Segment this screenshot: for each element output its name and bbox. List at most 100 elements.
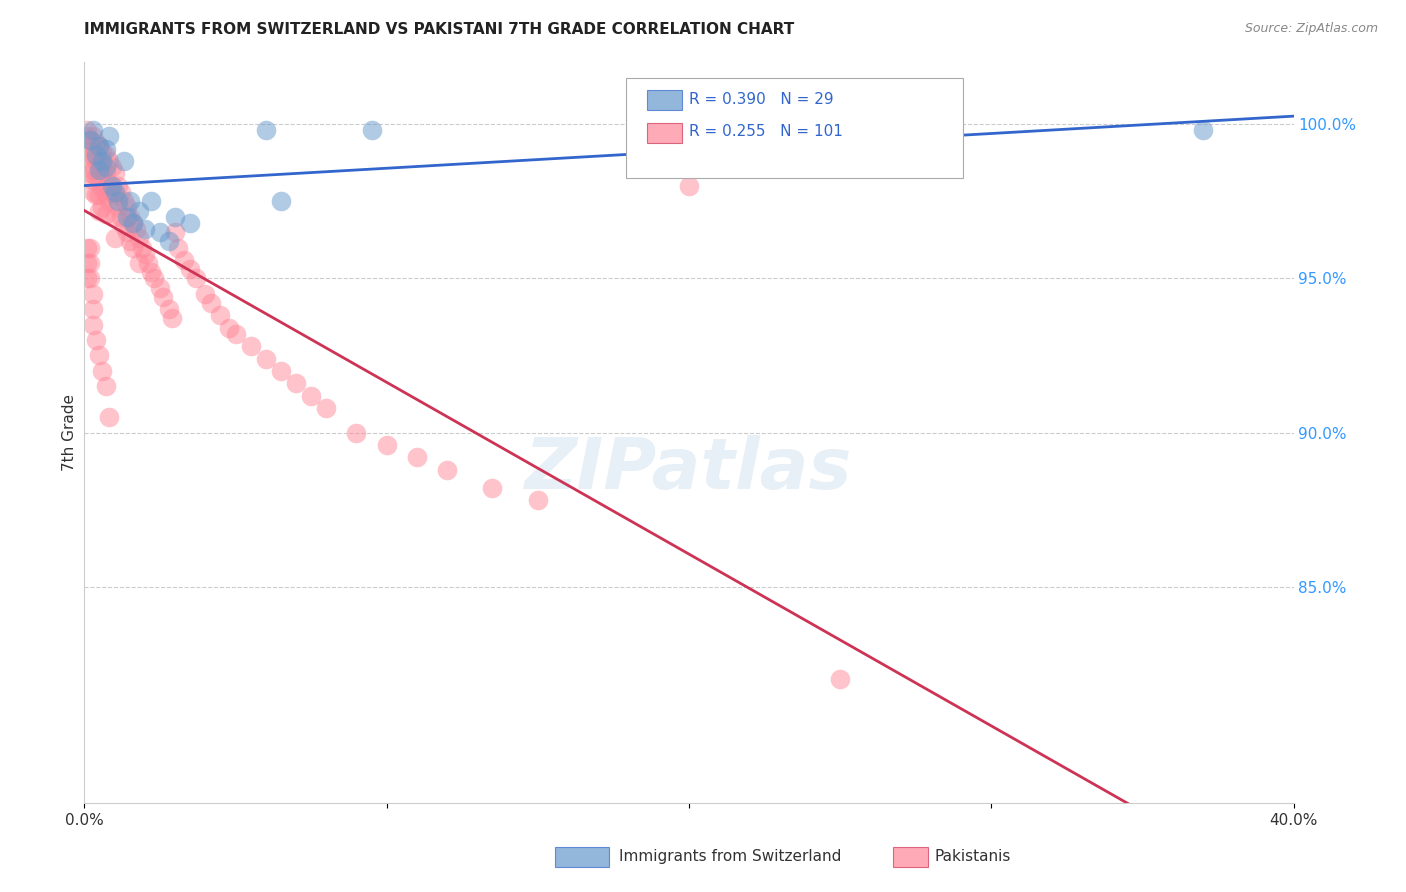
Point xyxy=(82,129,104,144)
Point xyxy=(86,148,108,162)
Point xyxy=(76,129,98,144)
Text: Immigrants from Switzerland: Immigrants from Switzerland xyxy=(619,849,841,863)
Point xyxy=(128,256,150,270)
Point xyxy=(82,172,104,186)
Point xyxy=(179,216,201,230)
Point xyxy=(100,161,122,175)
Point xyxy=(94,148,117,162)
Point xyxy=(91,145,114,159)
Point xyxy=(86,333,108,347)
Point xyxy=(173,252,195,267)
Point xyxy=(107,194,129,209)
Point xyxy=(160,311,183,326)
Point xyxy=(128,203,150,218)
Point xyxy=(94,161,117,175)
Text: ZIPatlas: ZIPatlas xyxy=(526,435,852,504)
Point xyxy=(97,176,120,190)
Point xyxy=(360,123,382,137)
Point xyxy=(115,225,138,239)
Point xyxy=(107,201,129,215)
Point xyxy=(209,309,232,323)
Point xyxy=(79,148,101,162)
Point xyxy=(76,138,98,153)
Point xyxy=(86,136,108,150)
Point xyxy=(118,194,141,209)
Point xyxy=(104,210,127,224)
Point xyxy=(118,210,141,224)
Point xyxy=(299,389,322,403)
Point xyxy=(94,206,117,220)
Point xyxy=(527,493,550,508)
Point xyxy=(91,364,114,378)
Text: Source: ZipAtlas.com: Source: ZipAtlas.com xyxy=(1244,22,1378,36)
Point xyxy=(139,265,162,279)
Point xyxy=(91,163,114,178)
Point xyxy=(89,188,111,202)
Y-axis label: 7th Grade: 7th Grade xyxy=(62,394,77,471)
Point xyxy=(107,178,129,193)
Point xyxy=(121,216,143,230)
Point xyxy=(136,256,159,270)
Point xyxy=(89,203,111,218)
Point xyxy=(97,129,120,144)
Point xyxy=(481,481,503,495)
Point xyxy=(79,132,101,146)
Point xyxy=(94,188,117,202)
Point xyxy=(94,142,117,156)
Point xyxy=(131,241,153,255)
Point xyxy=(89,169,111,184)
Point xyxy=(157,302,180,317)
Point xyxy=(125,222,148,236)
Point xyxy=(89,154,111,169)
Point xyxy=(91,154,114,169)
Point xyxy=(82,286,104,301)
Point xyxy=(254,351,277,366)
Point xyxy=(89,138,111,153)
Point xyxy=(76,271,98,285)
Text: IMMIGRANTS FROM SWITZERLAND VS PAKISTANI 7TH GRADE CORRELATION CHART: IMMIGRANTS FROM SWITZERLAND VS PAKISTANI… xyxy=(84,22,794,37)
Point xyxy=(82,148,104,162)
Point xyxy=(149,225,172,239)
Point xyxy=(678,178,700,193)
Point xyxy=(79,241,101,255)
Point xyxy=(678,123,700,137)
Point xyxy=(82,163,104,178)
Point xyxy=(157,235,180,249)
Point xyxy=(121,216,143,230)
Point xyxy=(82,302,104,317)
Point xyxy=(200,296,222,310)
Point xyxy=(97,410,120,425)
Point xyxy=(91,201,114,215)
Point xyxy=(134,222,156,236)
Point xyxy=(82,185,104,199)
Point xyxy=(100,178,122,193)
Point xyxy=(110,185,132,199)
Point xyxy=(830,673,852,687)
Point xyxy=(79,157,101,171)
Point xyxy=(82,138,104,153)
Point xyxy=(76,256,98,270)
Point xyxy=(285,376,308,391)
Point xyxy=(79,256,101,270)
Point xyxy=(112,154,135,169)
Point xyxy=(91,182,114,196)
Point xyxy=(89,349,111,363)
Point xyxy=(139,194,162,209)
Point xyxy=(79,271,101,285)
Point xyxy=(375,438,398,452)
Point xyxy=(254,123,277,137)
Point xyxy=(82,318,104,332)
Point xyxy=(86,188,108,202)
Point xyxy=(128,231,150,245)
Point xyxy=(89,138,111,153)
Point xyxy=(436,463,458,477)
Point xyxy=(346,425,368,440)
Point xyxy=(186,271,208,285)
Point xyxy=(86,169,108,184)
Point xyxy=(167,241,190,255)
Point xyxy=(225,326,247,341)
Point xyxy=(79,167,101,181)
Point xyxy=(152,290,174,304)
Point xyxy=(112,219,135,233)
Point xyxy=(142,271,165,285)
